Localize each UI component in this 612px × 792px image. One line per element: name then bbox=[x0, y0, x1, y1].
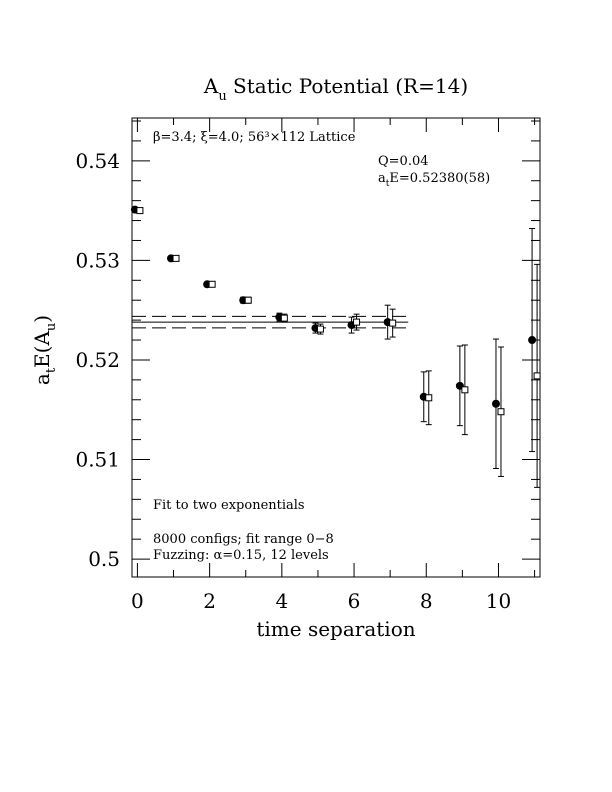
marker-square bbox=[136, 207, 144, 215]
data-points bbox=[130, 205, 541, 488]
y-axis-label-sub2: u bbox=[44, 323, 59, 331]
chart-title-sub: u bbox=[218, 89, 226, 104]
point-square bbox=[280, 313, 288, 323]
y-axis-label: atE(Au) bbox=[30, 315, 59, 385]
point-circle bbox=[528, 228, 537, 453]
y-tick-label: 0.52 bbox=[75, 348, 120, 372]
fuzzing-annotation: Fuzzing: α=0.15, 12 levels bbox=[153, 548, 329, 563]
configs-annotation: 8000 configs; fit range 0−8 bbox=[153, 532, 334, 547]
x-tick-label: 4 bbox=[275, 589, 288, 613]
y-tick-label: 0.51 bbox=[75, 448, 120, 472]
q-annotation: Q=0.04 bbox=[378, 154, 429, 169]
x-tick-labels: 0 2 4 6 8 10 bbox=[131, 589, 511, 613]
marker-square bbox=[461, 386, 469, 394]
y-axis-label-suffix: ) bbox=[30, 315, 54, 323]
point-circle bbox=[491, 338, 500, 469]
energy-annotation-sub: t bbox=[386, 179, 390, 189]
marker-square bbox=[172, 254, 180, 262]
energy-annotation-prefix: a bbox=[378, 171, 386, 186]
marker-square bbox=[280, 314, 288, 322]
y-tick-label: 0.54 bbox=[75, 149, 120, 173]
point-square bbox=[316, 323, 324, 335]
x-axis-label: time separation bbox=[256, 617, 415, 641]
x-tick-label: 10 bbox=[486, 589, 511, 613]
marker-square bbox=[389, 319, 397, 327]
fit-annotation: Fit to two exponentials bbox=[153, 498, 305, 513]
point-square bbox=[425, 370, 433, 426]
chart-title-rest: Static Potential (R=14) bbox=[227, 74, 468, 98]
marker-square bbox=[244, 296, 252, 304]
marker-square bbox=[425, 394, 433, 402]
marker-square bbox=[497, 408, 505, 416]
marker-square bbox=[533, 372, 541, 380]
marker-square bbox=[316, 325, 324, 333]
point-square bbox=[461, 344, 469, 436]
x-tick-label: 2 bbox=[203, 589, 216, 613]
y-axis-label-prefix: a bbox=[30, 373, 54, 385]
chart-title: Au Static Potential (R=14) bbox=[203, 74, 468, 104]
point-circle bbox=[455, 345, 464, 427]
marker-circle bbox=[491, 399, 500, 408]
point-square bbox=[353, 313, 361, 331]
y-axis-label-sub1: t bbox=[44, 367, 59, 373]
point-square bbox=[208, 280, 216, 288]
fit-band bbox=[132, 315, 409, 329]
point-square bbox=[136, 207, 144, 215]
marker-square bbox=[353, 318, 361, 326]
energy-annotation-rest: E=0.52380(58) bbox=[389, 171, 490, 186]
point-circle bbox=[347, 316, 356, 334]
y-tick-label: 0.53 bbox=[75, 248, 120, 272]
y-tick-labels: 0.5 0.51 0.52 0.53 0.54 bbox=[75, 149, 120, 571]
lattice-annotation: β=3.4; ξ=4.0; 56³×112 Lattice bbox=[153, 130, 356, 145]
x-tick-label: 0 bbox=[131, 589, 144, 613]
chart-title-main: A bbox=[203, 74, 219, 98]
axis-ticks bbox=[132, 118, 540, 577]
y-axis-label-mid: E(A bbox=[30, 331, 54, 368]
point-square bbox=[244, 296, 252, 304]
energy-annotation: atE=0.52380(58) bbox=[378, 171, 490, 189]
point-square bbox=[497, 346, 505, 477]
y-tick-label: 0.5 bbox=[88, 547, 120, 571]
x-tick-label: 6 bbox=[348, 589, 361, 613]
point-square bbox=[533, 263, 541, 488]
point-square bbox=[389, 308, 397, 338]
x-tick-label: 8 bbox=[420, 589, 433, 613]
plot-frame bbox=[131, 117, 541, 578]
marker-square bbox=[208, 280, 216, 288]
point-square bbox=[172, 254, 180, 262]
marker-circle bbox=[528, 336, 537, 345]
